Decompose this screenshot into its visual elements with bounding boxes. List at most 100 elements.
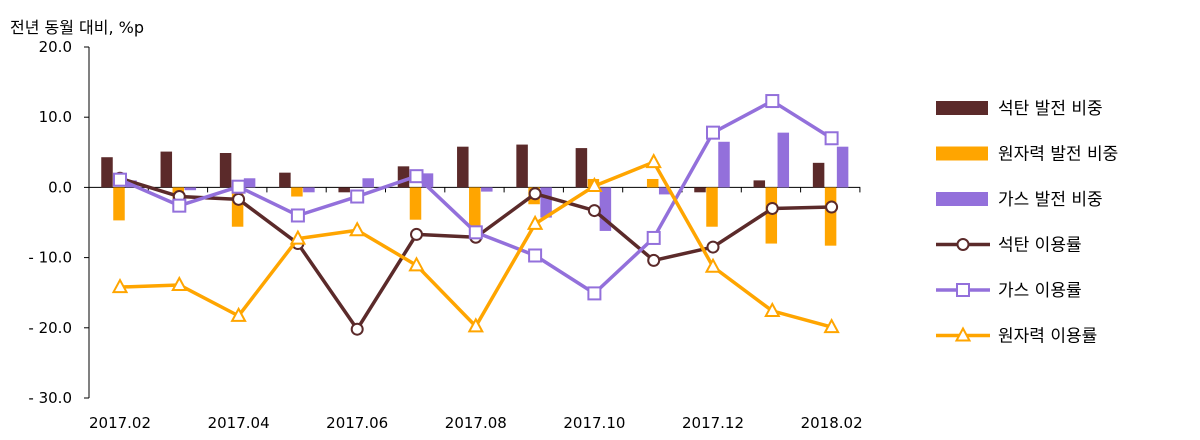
point <box>825 200 839 214</box>
point <box>765 201 779 215</box>
point <box>467 317 484 333</box>
bar <box>646 178 659 188</box>
bar <box>765 187 778 244</box>
x-tick-label: 2017.10 <box>563 414 625 432</box>
legend-label: 석탄 발전 비중 <box>998 99 1103 119</box>
plot-area: 20.0 10.0 0.0 - 10.0 - 20.0 - 30.0 2017.02 2017… <box>28 38 862 432</box>
point <box>823 317 840 334</box>
point <box>410 227 423 241</box>
legend-swatch <box>936 146 988 161</box>
point <box>409 169 424 184</box>
y-tick-label: 10.0 <box>39 108 72 126</box>
y-tick-label: - 30.0 <box>28 389 72 407</box>
point <box>408 256 425 272</box>
bar <box>694 187 706 193</box>
bar <box>397 166 410 188</box>
bar <box>338 187 350 193</box>
point <box>111 277 129 294</box>
x-tick-label: 2017.02 <box>89 414 151 432</box>
bar <box>279 172 291 188</box>
bar <box>718 141 730 188</box>
legend-label: 원자력 이용률 <box>998 327 1097 347</box>
bar <box>812 162 825 188</box>
point <box>468 225 483 240</box>
bar <box>824 187 837 246</box>
point <box>350 322 364 336</box>
legend-marker <box>954 326 972 342</box>
legend-item: 가스 이용률 <box>936 281 1082 301</box>
bar <box>599 187 612 231</box>
bar <box>362 178 374 188</box>
point <box>289 229 307 245</box>
legend-item: 석탄 발전 비중 <box>936 99 1103 119</box>
legend-swatch <box>936 192 988 206</box>
legend-item: 원자력 이용률 <box>936 326 1097 347</box>
y-tick-label: - 20.0 <box>28 319 72 337</box>
bar <box>658 187 671 195</box>
bar <box>540 187 552 218</box>
point <box>528 248 543 263</box>
point <box>646 230 661 245</box>
legend-item: 원자력 발전 비중 <box>936 145 1118 165</box>
bar <box>243 178 256 188</box>
point <box>528 187 542 201</box>
bar <box>457 146 469 188</box>
point <box>232 192 246 206</box>
bar <box>753 180 766 188</box>
bar <box>706 187 718 227</box>
legend-label: 가스 발전 비중 <box>998 190 1103 210</box>
y-tick-label: - 10.0 <box>28 249 72 267</box>
x-tick-label: 2018.02 <box>801 414 863 432</box>
point <box>231 179 246 194</box>
point <box>647 253 661 267</box>
point <box>587 286 602 301</box>
bar <box>836 146 849 188</box>
point <box>350 189 365 204</box>
point <box>765 94 780 109</box>
legend-marker <box>956 238 970 251</box>
x-tick-label: 2017.04 <box>208 414 270 432</box>
point <box>526 214 544 230</box>
point <box>764 301 781 317</box>
point <box>172 198 187 213</box>
point <box>704 257 722 273</box>
bar <box>421 173 434 188</box>
legend-label: 석탄 이용률 <box>998 236 1082 256</box>
point <box>706 240 720 254</box>
point <box>290 208 305 223</box>
bar <box>219 153 232 188</box>
bar <box>481 187 493 192</box>
unit-label: 전년 동월 대비, %p <box>10 18 144 37</box>
bar <box>575 148 588 188</box>
x-tick-label: 2017.06 <box>326 414 388 432</box>
point <box>587 204 601 218</box>
legend-label: 원자력 발전 비중 <box>998 145 1118 165</box>
point <box>349 221 366 237</box>
x-tick-label: 2017.08 <box>445 414 507 432</box>
bar <box>113 187 125 221</box>
bar <box>101 157 113 188</box>
bar <box>303 187 315 193</box>
legend-label: 가스 이용률 <box>998 281 1082 301</box>
point <box>171 275 188 291</box>
point <box>586 176 603 192</box>
bar <box>160 151 173 188</box>
legend-item: 석탄 이용률 <box>936 236 1082 256</box>
bar <box>291 187 303 197</box>
bar <box>777 132 790 188</box>
bar <box>516 144 528 188</box>
legend-marker <box>956 283 970 297</box>
bar <box>231 187 244 227</box>
bar <box>184 187 197 191</box>
point <box>706 125 720 140</box>
y-tick-label: 0.0 <box>48 178 72 196</box>
bar <box>469 187 481 229</box>
point <box>645 153 662 169</box>
point <box>113 172 127 187</box>
x-tick-label: 2017.12 <box>682 414 744 432</box>
legend-swatch <box>936 101 988 115</box>
y-tick-label: 20.0 <box>39 38 72 56</box>
bar <box>409 187 422 220</box>
